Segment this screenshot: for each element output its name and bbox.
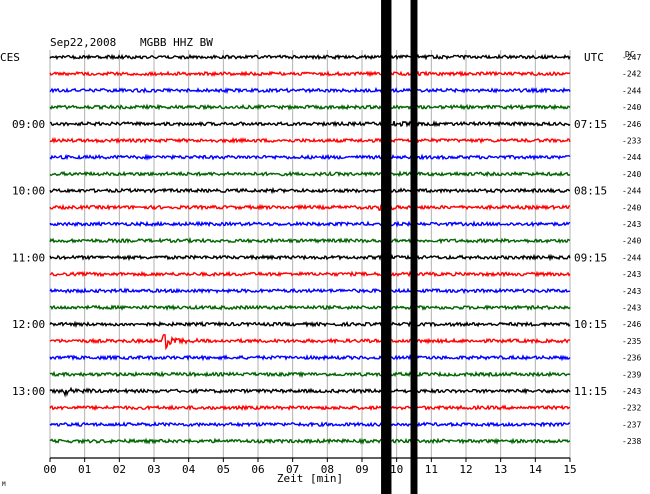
- x-tick-label-06: 06: [251, 463, 264, 476]
- dc-offset-row-1: -242: [622, 70, 641, 79]
- trace-row-15: [49, 304, 571, 311]
- x-tick-label-15: 15: [563, 463, 576, 476]
- x-tick-label-05: 05: [217, 463, 230, 476]
- trace-row-13: [49, 270, 571, 278]
- x-tick-label-02: 02: [113, 463, 126, 476]
- x-tick-label-14: 14: [529, 463, 543, 476]
- trace-row-8: [49, 186, 570, 195]
- left-time-label-12:00: 12:00: [12, 318, 45, 331]
- right-time-label-07:15: 07:15: [574, 118, 607, 131]
- dc-offset-row-21: -232: [622, 404, 641, 413]
- trace-row-5: [49, 136, 571, 145]
- dc-offset-row-5: -233: [622, 137, 641, 146]
- trace-row-10: [49, 220, 571, 228]
- left-time-label-11:00: 11:00: [12, 251, 45, 264]
- x-tick-label-00: 00: [43, 463, 56, 476]
- right-zone-label: UTC: [584, 51, 604, 64]
- corner-marker: M: [2, 481, 6, 488]
- x-tick-label-11: 11: [425, 463, 438, 476]
- x-tick-label-10: 10: [390, 463, 403, 476]
- dc-offset-row-12: -244: [622, 253, 641, 262]
- right-time-label-10:15: 10:15: [574, 318, 607, 331]
- dc-offset-row-13: -243: [622, 270, 641, 279]
- saturation-band-1: [410, 0, 418, 494]
- time-labels: 09:00 10:00 11:00 12:00 13:00 07:15 08:15 09:15…: [12, 118, 607, 398]
- x-tick-label-08: 08: [321, 463, 334, 476]
- dc-offset-row-23: -238: [622, 437, 641, 446]
- dc-offset-row-9: -240: [622, 203, 641, 212]
- dc-offset-labels: -247 -242 -244 -240 -246 -233 -244 -240 -244 -240…: [622, 53, 641, 446]
- trace-row-7: [49, 170, 571, 178]
- dc-offset-row-14: -243: [622, 287, 641, 296]
- trace-row-6: [49, 153, 571, 161]
- trace-row-22: [49, 421, 570, 428]
- dc-offset-row-11: -240: [622, 237, 641, 246]
- left-time-label-09:00: 09:00: [12, 118, 45, 131]
- trace-row-12: [49, 253, 571, 262]
- dc-offset-row-7: -240: [622, 170, 641, 179]
- plot-frame: [49, 457, 571, 462]
- trace-row-9: [49, 203, 571, 213]
- dc-offset-row-10: -243: [622, 220, 641, 229]
- dc-offset-row-22: -237: [622, 420, 641, 429]
- dc-offset-row-8: -244: [622, 187, 641, 196]
- right-time-label-11:15: 11:15: [574, 385, 607, 398]
- trace-row-18: [49, 354, 571, 362]
- trace-row-3: [49, 103, 571, 111]
- chart-date: Sep22,2008: [50, 36, 116, 49]
- trace-row-11: [49, 236, 571, 245]
- trace-row-14: [49, 287, 571, 295]
- dc-offset-row-20: -243: [622, 387, 641, 396]
- trace-row-17: [49, 333, 571, 351]
- saturation-layer: [381, 0, 418, 494]
- x-tick-label-03: 03: [147, 463, 160, 476]
- dc-offset-row-15: -243: [622, 304, 641, 313]
- right-time-label-08:15: 08:15: [574, 185, 607, 198]
- x-tick-labels: 00 01 02 03 04 05 06 07 08 09 10 11 12 13 14 15: [43, 463, 576, 476]
- x-tick-label-01: 01: [78, 463, 91, 476]
- dc-offset-row-18: -236: [622, 354, 641, 363]
- x-tick-label-04: 04: [182, 463, 196, 476]
- left-time-label-10:00: 10:00: [12, 185, 45, 198]
- trace-row-20: [49, 386, 571, 398]
- trace-row-0: [49, 53, 571, 61]
- dc-offset-row-16: -246: [622, 320, 641, 329]
- chart-station: MGBB HHZ BW: [140, 36, 213, 49]
- dc-offset-row-4: -246: [622, 120, 641, 129]
- grid-layer: [49, 50, 571, 458]
- dc-offset-row-19: -239: [622, 370, 641, 379]
- dc-offset-row-17: -235: [622, 337, 641, 346]
- dc-header-label: DC: [625, 50, 635, 59]
- right-time-label-09:15: 09:15: [574, 251, 607, 264]
- left-zone-label: CES: [0, 51, 20, 64]
- x-tick-label-09: 09: [355, 463, 368, 476]
- x-tick-label-13: 13: [494, 463, 507, 476]
- dc-offset-row-0: -247: [622, 53, 641, 62]
- dc-offset-row-3: -240: [622, 103, 641, 112]
- x-tick-label-12: 12: [459, 463, 472, 476]
- x-tick-label-07: 07: [286, 463, 299, 476]
- trace-row-19: [49, 370, 571, 379]
- trace-row-21: [49, 404, 571, 412]
- trace-row-23: [49, 437, 571, 445]
- trace-row-1: [49, 70, 571, 78]
- trace-row-16: [49, 320, 571, 328]
- x-axis-label: Zeit [min]: [277, 472, 343, 485]
- trace-layer: [49, 53, 571, 445]
- dc-offset-row-2: -244: [622, 86, 641, 95]
- trace-row-2: [49, 86, 571, 95]
- trace-row-4: [49, 118, 571, 129]
- dc-offset-row-6: -244: [622, 153, 641, 162]
- left-time-label-13:00: 13:00: [12, 385, 45, 398]
- saturation-band-0: [381, 0, 392, 494]
